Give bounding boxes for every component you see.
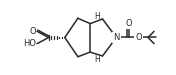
Text: O: O xyxy=(125,19,132,28)
Text: O: O xyxy=(135,33,142,42)
Text: N: N xyxy=(113,33,120,42)
Text: H: H xyxy=(94,12,100,21)
Text: H: H xyxy=(94,55,100,64)
Text: HO: HO xyxy=(23,39,36,48)
Text: O: O xyxy=(30,27,36,36)
